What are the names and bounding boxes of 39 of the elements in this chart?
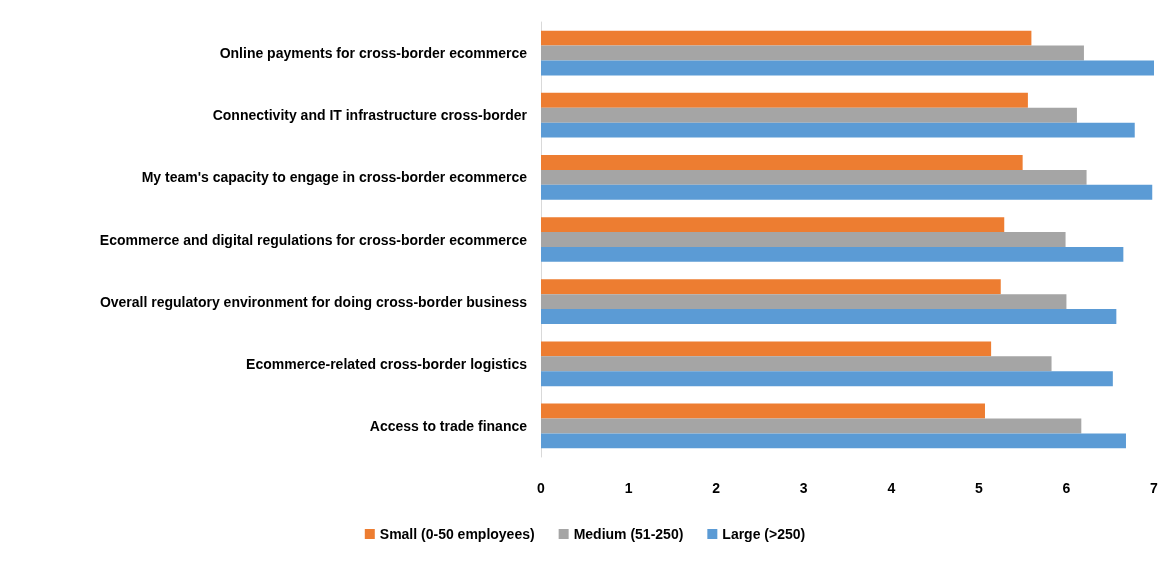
y-tick-label: Connectivity and IT infrastructure cross-border <box>212 107 528 124</box>
bar <box>541 371 1113 387</box>
x-tick-label: 7 <box>1150 480 1159 496</box>
bar <box>541 154 1023 170</box>
x-tick-label: 3 <box>799 480 808 496</box>
x-tick-label: 1 <box>624 480 633 496</box>
bar <box>541 217 1005 233</box>
y-tick-label: Access to trade finance <box>369 417 528 434</box>
y-tick-label: Online payments for cross-border ecommerce <box>219 45 528 62</box>
bar <box>541 403 985 419</box>
legend-label: Large (>250) <box>722 526 806 542</box>
bar <box>541 309 1117 325</box>
bar <box>541 169 1087 185</box>
bar <box>541 60 1154 76</box>
bar <box>541 294 1067 310</box>
legend-label: Medium (51-250) <box>573 526 684 542</box>
bar <box>541 122 1135 138</box>
bar <box>541 92 1028 108</box>
x-tick-label: 5 <box>974 480 983 496</box>
bar <box>541 341 992 357</box>
y-tick-label: Overall regulatory environment for doing cross-border business <box>99 293 528 310</box>
bar <box>541 232 1066 247</box>
x-tick-label: 6 <box>1062 480 1071 496</box>
legend-label: Small (0-50 employees) <box>379 526 535 542</box>
bar <box>541 246 1124 262</box>
bar <box>541 279 1001 295</box>
bar <box>541 356 1052 372</box>
bar <box>541 107 1077 123</box>
bar <box>541 184 1153 200</box>
x-tick-label: 4 <box>887 480 896 496</box>
bar <box>541 418 1082 434</box>
y-tick-label: Ecommerce and digital regulations for cross-border ecommerce <box>99 231 528 248</box>
bar <box>541 45 1084 61</box>
y-tick-label: My team's capacity to engage in cross-border ecommerce <box>141 169 528 186</box>
x-tick-label: 0 <box>537 480 546 496</box>
bar <box>541 30 1032 46</box>
bar <box>541 433 1126 449</box>
x-tick-label: 2 <box>712 480 721 496</box>
y-tick-label: Ecommerce-related cross-border logistics <box>246 355 528 372</box>
